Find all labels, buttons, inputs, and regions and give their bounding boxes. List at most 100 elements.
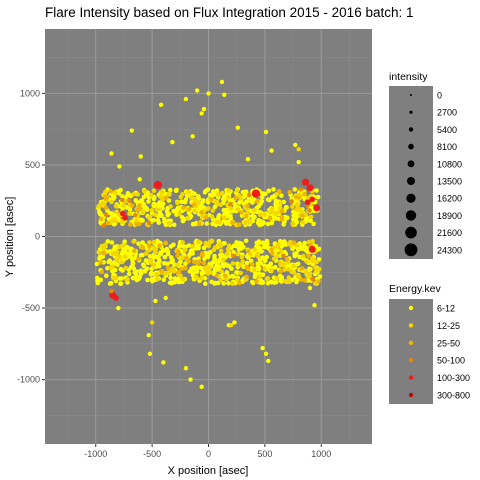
flare-point	[244, 274, 249, 280]
flare-point	[210, 260, 216, 265]
flare-point	[212, 190, 217, 196]
flare-point	[262, 212, 267, 217]
flare-point	[136, 256, 141, 262]
flare-point	[108, 188, 113, 194]
flare-point	[235, 125, 240, 130]
flare-point	[111, 221, 117, 227]
flare-point	[137, 205, 143, 210]
flare-point	[273, 216, 279, 221]
flare-point	[203, 215, 209, 220]
intensity-legend-key	[408, 143, 414, 150]
flare-point	[222, 241, 227, 246]
flare-point	[243, 238, 249, 244]
flare-point	[266, 358, 271, 364]
flare-point	[215, 219, 220, 225]
flare-point	[213, 280, 218, 286]
flare-point	[95, 278, 100, 284]
flare-point	[190, 134, 195, 139]
axis-ticks: -1000 -500 0 500 1000 1000 500 0 -500 -1000	[17, 88, 331, 459]
flare-point	[279, 208, 285, 214]
flare-point	[196, 245, 201, 251]
flare-point	[269, 268, 274, 273]
flare-point	[142, 269, 148, 274]
flare-point	[117, 254, 123, 260]
flare-point	[201, 106, 207, 112]
flare-point	[130, 203, 135, 208]
flare-point	[260, 191, 265, 196]
flare-point	[273, 201, 278, 207]
flare-point	[228, 201, 233, 207]
flare-point	[119, 219, 125, 225]
flare-point	[230, 281, 235, 286]
flare-point	[161, 277, 167, 283]
intensity-legend-title: intensity	[389, 71, 428, 83]
flare-point	[302, 191, 307, 197]
flare-point	[112, 267, 118, 273]
y-tick-label: 500	[25, 160, 40, 170]
energy-legend-title: Energy.kev	[389, 283, 441, 295]
flare-point	[204, 267, 209, 272]
flare-point	[197, 204, 202, 210]
flare-point	[251, 189, 261, 198]
flare-point	[224, 251, 230, 256]
flare-point	[245, 157, 251, 162]
intensity-legend-label: 16200	[437, 194, 462, 204]
energy-legend-key	[408, 358, 414, 363]
flare-point	[228, 323, 234, 328]
flare-point	[151, 263, 156, 268]
flare-point	[169, 280, 174, 285]
flare-point	[222, 273, 228, 279]
energy-legend-key	[408, 340, 414, 345]
flare-point	[221, 257, 226, 263]
flare-point	[190, 247, 195, 252]
flare-point	[165, 213, 170, 218]
flare-point	[254, 199, 260, 204]
flare-point	[151, 188, 157, 193]
intensity-legend-label: 13500	[437, 177, 462, 187]
flare-point	[191, 271, 196, 276]
flare-point	[264, 254, 270, 260]
intensity-legend-label: 21600	[437, 228, 462, 238]
flare-point	[268, 209, 274, 215]
flare-point	[148, 192, 154, 198]
intensity-legend-key	[407, 160, 415, 168]
flare-point	[279, 215, 285, 220]
flare-point	[109, 288, 114, 294]
flare-point	[218, 202, 224, 207]
flare-point	[98, 211, 103, 216]
flare-point	[157, 259, 162, 264]
flare-point	[120, 197, 125, 203]
flare-point	[248, 258, 254, 264]
flare-point	[229, 266, 234, 272]
flare-point	[202, 256, 207, 262]
flare-point	[165, 265, 171, 271]
flare-point	[241, 189, 247, 195]
flare-point	[235, 207, 241, 212]
flare-point	[206, 243, 212, 248]
flare-point	[258, 260, 264, 266]
flare-point	[207, 270, 213, 275]
energy-legend-label: 25-50	[437, 338, 460, 348]
flare-point	[272, 211, 278, 216]
flare-point	[226, 243, 232, 248]
x-tick-label: 500	[257, 449, 272, 459]
intensity-legend-label: 10800	[437, 159, 462, 169]
x-tick-label: 1000	[311, 449, 331, 459]
flare-point	[257, 222, 262, 228]
flare-point	[268, 261, 274, 267]
flare-point	[138, 268, 144, 274]
flare-point	[206, 91, 211, 96]
flare-point	[210, 208, 216, 213]
flare-point	[142, 188, 147, 194]
flare-point	[289, 199, 294, 204]
flare-point	[230, 220, 235, 225]
flare-point	[168, 187, 173, 193]
flare-point	[316, 279, 321, 284]
flare-point	[144, 207, 150, 212]
flare-point	[103, 205, 109, 211]
flare-point	[157, 252, 162, 258]
flare-point	[175, 249, 181, 254]
flare-point	[116, 305, 121, 311]
intensity-legend-label: 2700	[437, 108, 457, 118]
flare-point	[252, 274, 258, 280]
